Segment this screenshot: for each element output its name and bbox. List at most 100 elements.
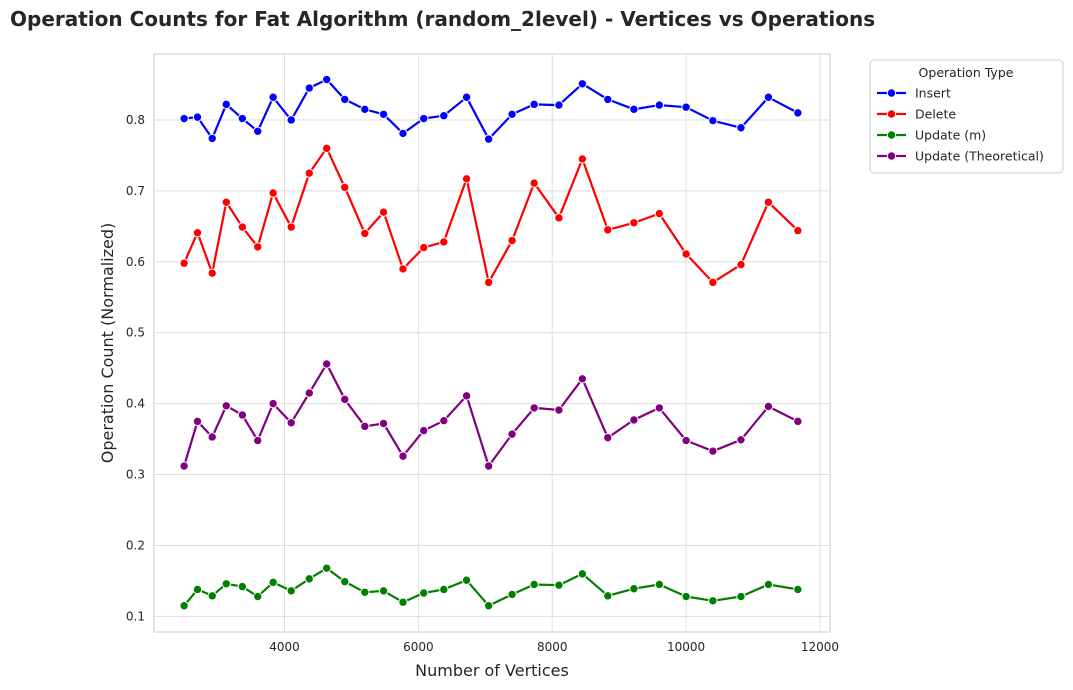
data-point — [179, 113, 189, 124]
data-point — [286, 586, 296, 596]
data-point — [529, 178, 539, 188]
data-point — [268, 577, 278, 588]
data-point — [554, 100, 564, 110]
series-line-update-theoretical — [183, 362, 799, 468]
data-point — [507, 109, 517, 119]
y-axis-label: Operation Count (Normalized) — [98, 223, 117, 464]
data-point — [340, 394, 350, 405]
data-point — [483, 134, 494, 144]
data-point — [529, 579, 539, 590]
data-point — [192, 416, 203, 427]
data-point — [237, 113, 248, 124]
data-point — [419, 113, 429, 124]
data-point — [378, 418, 389, 429]
data-point — [603, 94, 613, 105]
data-point — [419, 425, 429, 436]
data-point — [507, 429, 517, 439]
data-point — [378, 109, 389, 119]
grid — [154, 54, 830, 632]
data-point — [237, 581, 248, 592]
data-point — [221, 197, 231, 207]
data-point — [340, 576, 350, 587]
legend-items: Insert Delete Update (m) Update (Theoretica… — [877, 86, 1044, 164]
data-point — [483, 601, 494, 611]
y-tick-label: 0.4 — [126, 397, 145, 411]
series-update-theoretical — [179, 359, 803, 471]
data-point — [793, 584, 803, 595]
data-point — [360, 104, 370, 115]
legend-title: Operation Type — [919, 65, 1014, 80]
legend-item-insert: Insert — [877, 86, 951, 101]
x-tick-labels: 4000 6000 8000 10000 12000 — [269, 640, 839, 654]
data-point — [483, 461, 494, 471]
data-point — [221, 401, 231, 411]
data-point — [207, 432, 217, 442]
data-point — [554, 580, 564, 590]
data-point — [629, 415, 639, 425]
data-point — [603, 432, 613, 443]
data-point — [439, 237, 449, 247]
data-point — [192, 584, 203, 595]
data-point — [793, 108, 803, 118]
legend-box — [869, 59, 1064, 174]
data-point — [577, 374, 588, 384]
data-point — [360, 587, 370, 597]
data-point — [179, 601, 189, 611]
data-point — [192, 112, 203, 122]
data-point — [360, 228, 370, 239]
x-tick-label: 6000 — [403, 640, 434, 654]
legend: Operation Type Insert Delete Update (m) Upd… — [869, 59, 1064, 174]
data-point — [253, 435, 263, 446]
data-point — [763, 579, 774, 590]
y-tick-label: 0.3 — [126, 468, 145, 482]
x-tick-label: 12000 — [801, 640, 839, 654]
legend-item-delete: Delete — [877, 107, 956, 122]
data-point — [207, 268, 217, 278]
data-point — [763, 92, 774, 102]
data-point — [793, 225, 803, 236]
data-point — [629, 218, 639, 228]
data-point — [304, 574, 314, 584]
legend-swatch-marker — [886, 109, 897, 119]
data-point — [398, 451, 408, 461]
data-point — [340, 182, 350, 193]
y-tick-label: 0.5 — [126, 326, 145, 340]
data-point — [340, 94, 350, 105]
y-tick-label: 0.7 — [126, 184, 145, 198]
data-point — [681, 102, 691, 112]
data-point — [629, 584, 639, 594]
data-point — [763, 401, 774, 412]
data-point — [192, 228, 203, 238]
series-group — [179, 74, 803, 611]
data-point — [253, 242, 263, 252]
data-point — [253, 591, 263, 602]
legend-item-update-theoretical: Update (Theoretical) — [877, 149, 1044, 164]
data-point — [654, 579, 665, 590]
legend-label: Update (m) — [915, 128, 986, 143]
data-point — [286, 222, 296, 232]
data-point — [237, 410, 248, 420]
legend-label: Update (Theoretical) — [915, 149, 1044, 164]
legend-label: Insert — [915, 86, 951, 101]
data-point — [507, 235, 517, 246]
data-point — [529, 99, 539, 110]
data-point — [439, 584, 449, 595]
x-tick-label: 10000 — [667, 640, 705, 654]
plot-area — [153, 53, 831, 633]
data-point — [221, 579, 231, 589]
data-point — [681, 591, 691, 602]
data-point — [654, 208, 665, 219]
data-point — [736, 591, 746, 602]
data-point — [529, 403, 539, 413]
data-point — [439, 415, 449, 426]
data-point — [304, 83, 314, 93]
y-tick-label: 0.1 — [126, 609, 145, 623]
data-point — [736, 435, 746, 445]
data-point — [507, 589, 517, 600]
series-delete — [179, 143, 803, 288]
data-point — [461, 92, 472, 102]
data-point — [207, 591, 217, 601]
series-insert — [179, 74, 803, 144]
data-point — [419, 242, 429, 253]
